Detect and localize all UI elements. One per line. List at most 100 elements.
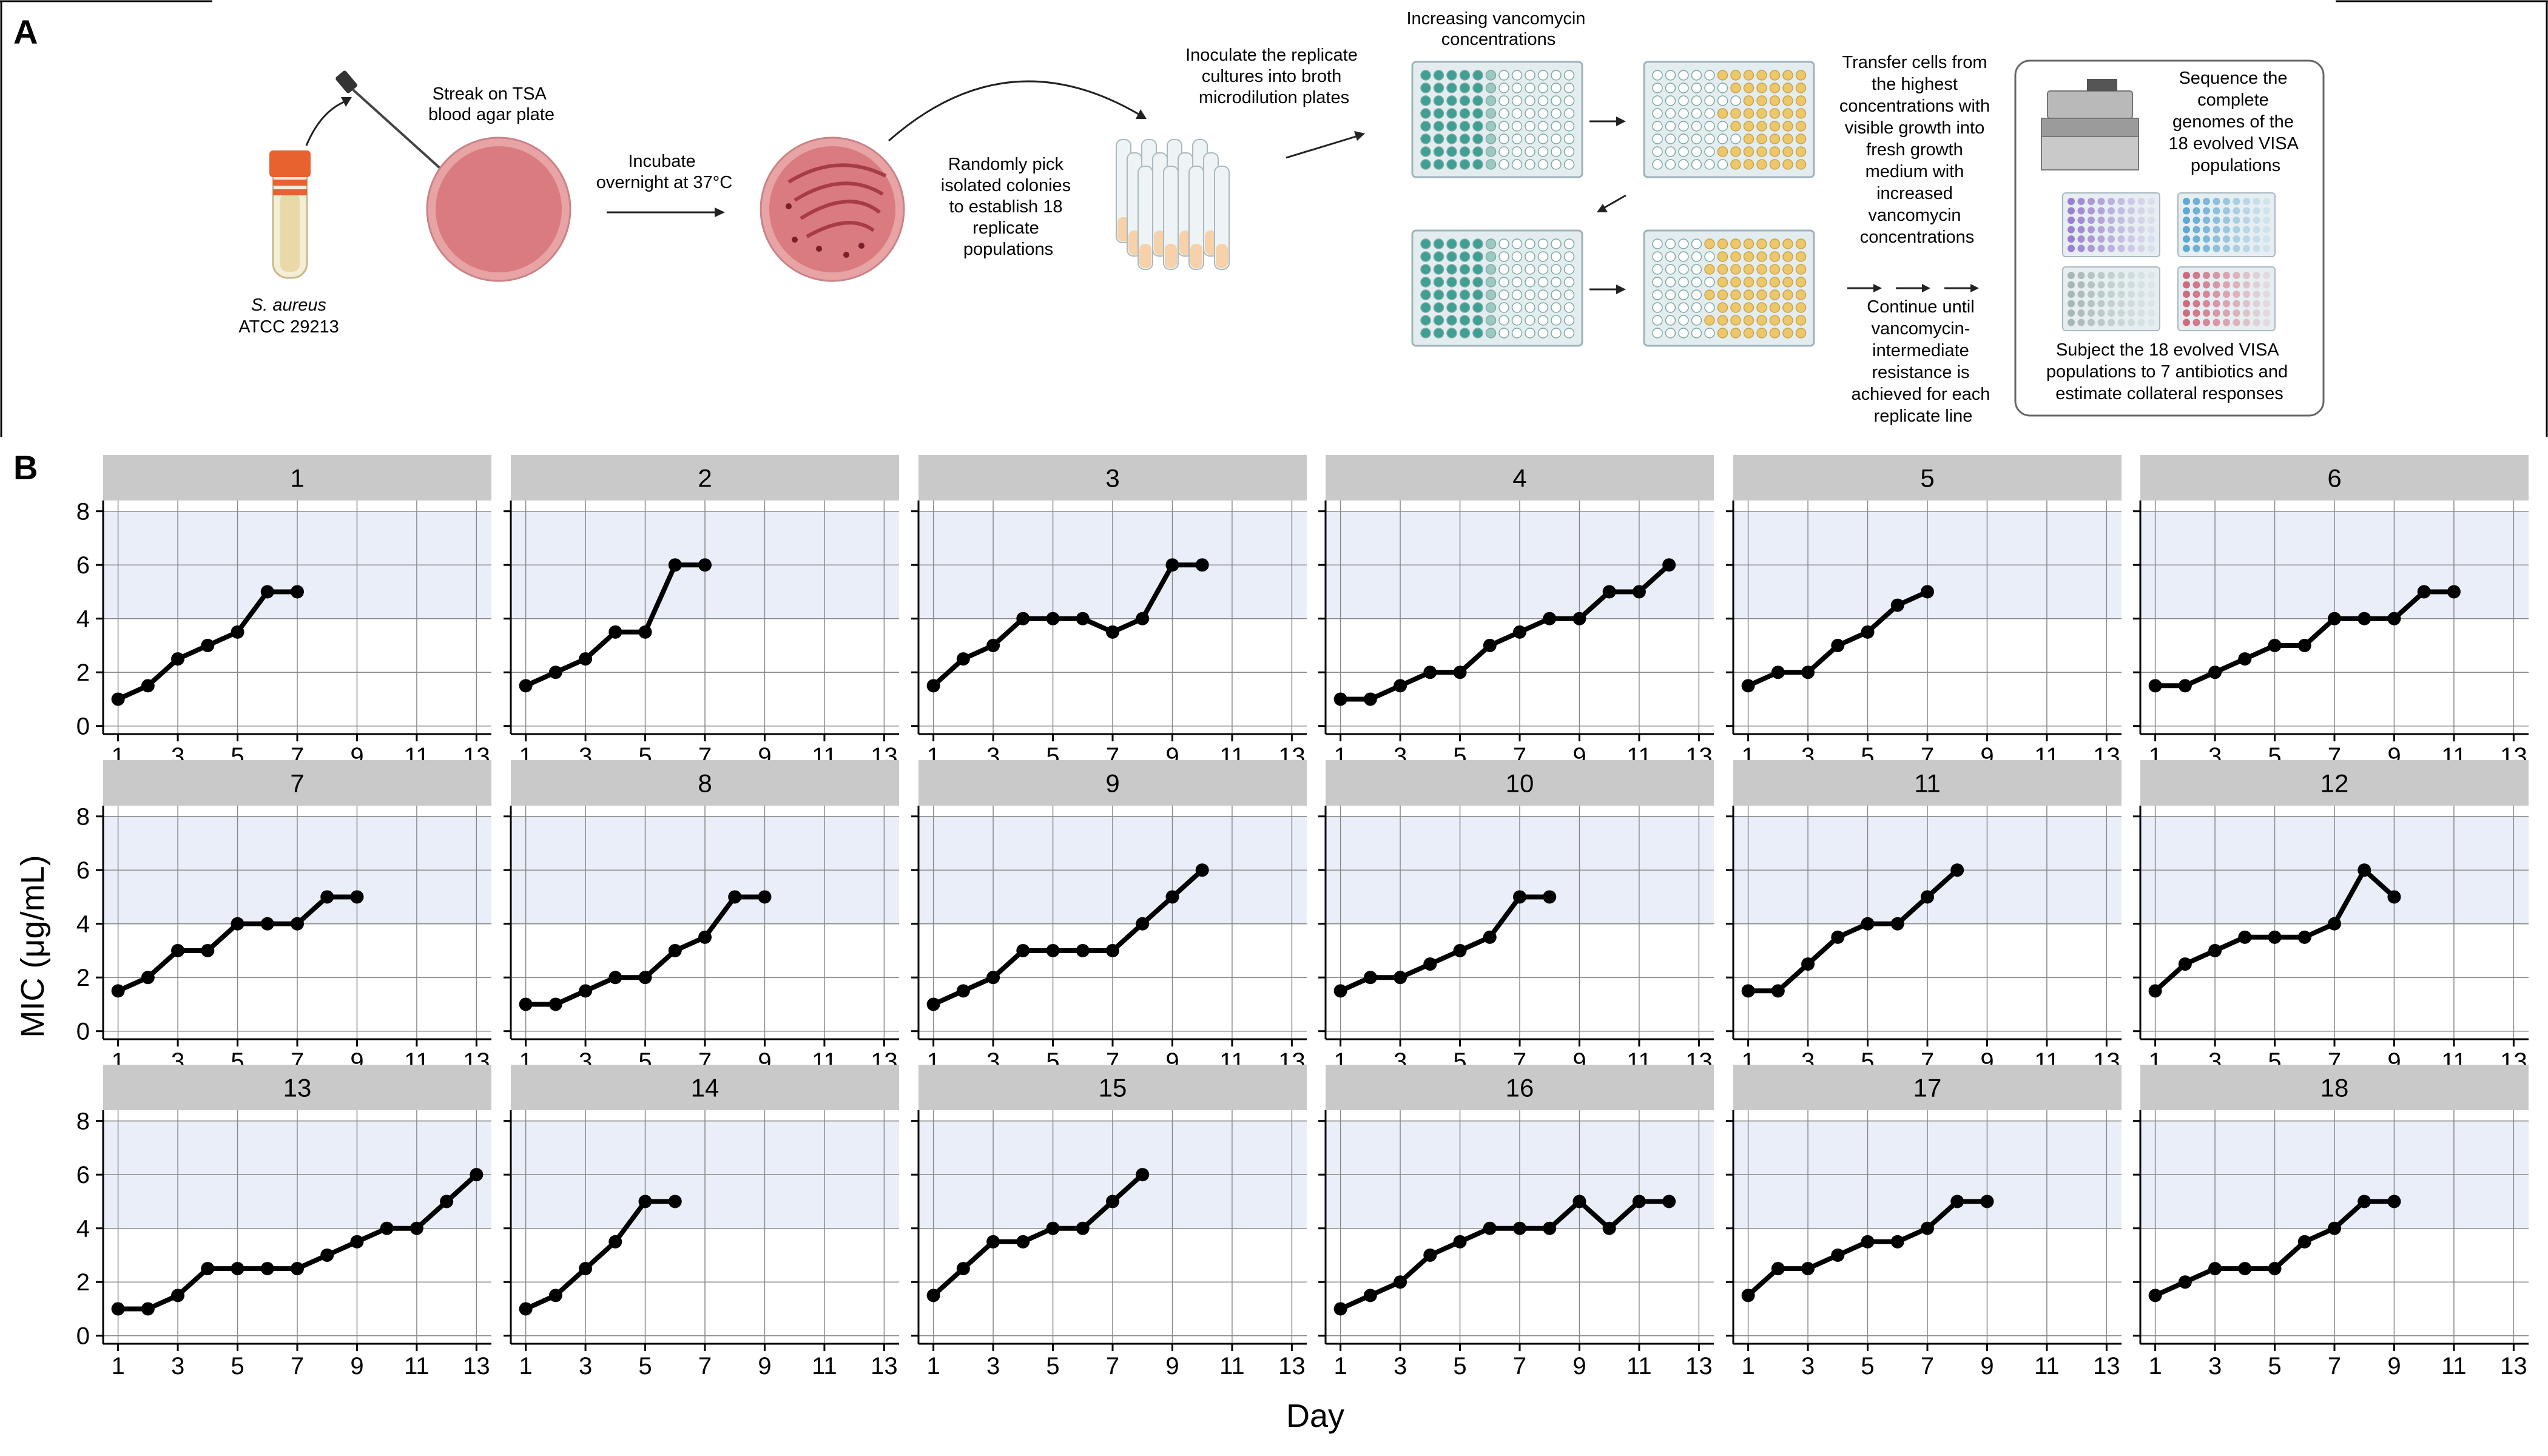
x-tick-label: 11 xyxy=(812,1353,837,1380)
mic-point xyxy=(2238,652,2252,666)
mic-point xyxy=(608,1235,622,1249)
y-tick-label: 0 xyxy=(76,1019,90,1045)
mic-point xyxy=(260,917,274,931)
mic-point xyxy=(1890,917,1904,931)
mic-point xyxy=(1543,612,1557,625)
mic-point xyxy=(1890,598,1904,612)
x-tick-label: 9 xyxy=(2387,1353,2401,1380)
mic-point xyxy=(1016,1235,1030,1249)
mic-point xyxy=(2178,1275,2192,1289)
facet-strip xyxy=(103,1065,491,1110)
mic-point xyxy=(926,1289,940,1303)
y-tick-label: 0 xyxy=(76,713,90,740)
mic-point xyxy=(1602,585,1616,599)
x-tick-label: 3 xyxy=(2208,1353,2222,1380)
mic-point xyxy=(1831,1248,1845,1262)
mic-point xyxy=(1394,679,1407,693)
mic-point xyxy=(1106,943,1119,957)
mic-point xyxy=(111,692,125,706)
mic-point xyxy=(1046,612,1060,625)
mic-point xyxy=(1602,1221,1616,1235)
facet-panel: 61 3 5 7 9 11 13 xyxy=(2133,455,2529,770)
mic-point xyxy=(2387,1195,2401,1208)
mic-point xyxy=(1950,863,1964,877)
x-tick-label: 13 xyxy=(2500,1353,2527,1380)
mic-point xyxy=(2447,585,2461,599)
mic-point xyxy=(1423,1248,1437,1262)
mic-point xyxy=(141,679,155,693)
mic-point xyxy=(380,1221,394,1235)
facet-panel: 161 3 5 7 9 11 13 xyxy=(1318,1065,1714,1380)
facet-panel: 121 3 5 7 9 11 13 xyxy=(2133,760,2529,1075)
facet-strip xyxy=(511,1065,899,1110)
plates-title-text: Increasing vancomycin concentrations xyxy=(1406,9,1590,49)
panel-b-label: B xyxy=(13,448,38,487)
mic-point xyxy=(1513,625,1526,639)
step-incubate-text: Incubate overnight at 37°C xyxy=(596,152,732,192)
mic-point xyxy=(1921,890,1934,904)
mic-point xyxy=(2238,930,2252,944)
mic-point xyxy=(2417,585,2431,599)
x-tick-label: 9 xyxy=(1572,1353,1586,1380)
y-tick-label: 2 xyxy=(76,659,90,686)
y-tick-label: 8 xyxy=(76,499,90,525)
mic-point xyxy=(1423,957,1437,971)
mic-point xyxy=(1572,612,1586,625)
mic-point xyxy=(2268,638,2282,652)
mic-point xyxy=(1016,612,1030,625)
mic-point xyxy=(1136,612,1150,625)
mic-point xyxy=(668,943,682,957)
panel-a-workflow: A S. aureus ATCC 29213 Streak on TSA blo… xyxy=(0,0,2548,437)
x-tick-label: 7 xyxy=(291,1353,304,1380)
x-tick-label: 1 xyxy=(519,1353,532,1380)
mic-point xyxy=(1423,666,1437,679)
mic-point xyxy=(231,1262,244,1276)
facet-title: 13 xyxy=(283,1074,312,1102)
mic-point xyxy=(470,1168,484,1182)
x-tick-label: 13 xyxy=(1278,1353,1306,1380)
x-tick-label: 13 xyxy=(1685,1353,1713,1380)
x-tick-label: 7 xyxy=(698,1353,712,1380)
mic-point xyxy=(260,585,274,599)
mic-point xyxy=(926,679,940,693)
y-tick-label: 4 xyxy=(76,606,90,633)
replicate-tubes-icon xyxy=(1116,139,1230,270)
facet-title: 17 xyxy=(1913,1074,1942,1102)
facet-panel: 51 3 5 7 9 11 13 xyxy=(1726,455,2122,770)
x-tick-label: 11 xyxy=(1626,1353,1652,1380)
mic-point xyxy=(2297,638,2311,652)
facet-strip xyxy=(2140,760,2529,806)
mic-point xyxy=(320,1248,334,1262)
x-tick-label: 9 xyxy=(1165,1353,1179,1380)
mic-point xyxy=(986,1235,1000,1249)
facet-title: 16 xyxy=(1506,1074,1534,1102)
mic-point xyxy=(320,890,334,904)
facet-strip xyxy=(1733,455,2122,500)
facet-strip xyxy=(103,455,491,500)
mic-point xyxy=(1921,585,1934,599)
mic-point xyxy=(1771,1262,1785,1276)
step-sequence-text: Sequence the complete genomes of the 18 … xyxy=(2169,69,2303,175)
facet-strip xyxy=(2140,1065,2529,1110)
y-tick-label: 4 xyxy=(76,911,90,938)
mic-point xyxy=(1483,930,1497,944)
mic-point xyxy=(986,971,1000,985)
mic-point xyxy=(1513,890,1526,904)
arrowhead-icon xyxy=(341,97,352,107)
mic-point xyxy=(350,890,364,904)
mic-point xyxy=(638,625,652,639)
mic-point xyxy=(1771,984,1785,998)
mic-point xyxy=(1980,1195,1994,1208)
mic-point xyxy=(698,558,712,572)
mic-point xyxy=(2148,1289,2162,1303)
mic-point xyxy=(201,638,215,652)
x-tick-label: 3 xyxy=(171,1353,184,1380)
facet-panel: 41 3 5 7 9 11 13 xyxy=(1318,455,1714,770)
mic-point xyxy=(1831,930,1845,944)
sequencer-icon xyxy=(2041,79,2139,170)
step-transfer-text: Transfer cells from the highest concentr… xyxy=(1839,53,1995,247)
arrowhead-icon xyxy=(1136,109,1147,119)
